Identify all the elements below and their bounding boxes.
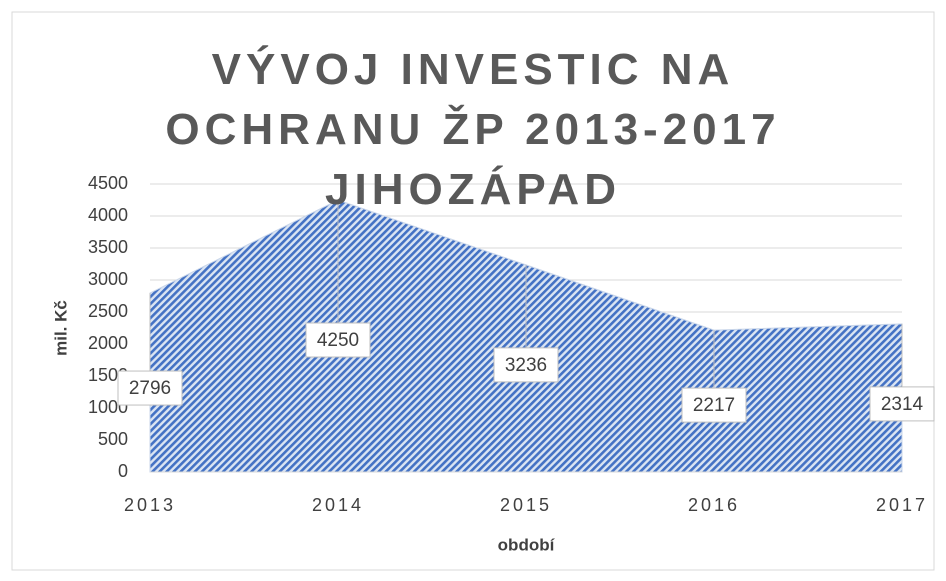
- x-tick-label: 2015: [500, 495, 552, 515]
- x-tick-label: 2013: [124, 495, 176, 515]
- y-tick-label: 4000: [88, 205, 128, 225]
- y-tick-label: 3000: [88, 269, 128, 289]
- data-label: 2796: [129, 378, 171, 399]
- x-axis-label: období: [498, 535, 556, 554]
- data-label-box: [869, 386, 935, 422]
- y-tick-label: 3500: [88, 237, 128, 257]
- data-label-box: [117, 370, 183, 406]
- y-tick-label: 2500: [88, 301, 128, 321]
- y-tick-label: 0: [118, 461, 128, 481]
- chart-border: [11, 11, 935, 571]
- x-tick-label: 2017: [876, 495, 928, 515]
- data-label-box: [493, 347, 559, 383]
- data-label-box: [305, 322, 371, 358]
- data-label: 4250: [317, 330, 359, 351]
- data-label-box: [681, 387, 747, 423]
- x-tick-label: 2016: [688, 495, 740, 515]
- y-tick-label: 4500: [88, 173, 128, 193]
- y-tick-label: 2000: [88, 333, 128, 353]
- data-label: 2314: [881, 394, 924, 415]
- data-label: 2217: [693, 395, 735, 416]
- data-label: 3236: [505, 355, 547, 376]
- chart-title: VÝVOJ INVESTIC NA OCHRANU ŽP 2013-2017 J…: [165, 45, 781, 214]
- x-tick-label: 2014: [312, 495, 364, 515]
- y-tick-label: 500: [98, 429, 128, 449]
- y-axis-label: mil. Kč: [51, 300, 70, 356]
